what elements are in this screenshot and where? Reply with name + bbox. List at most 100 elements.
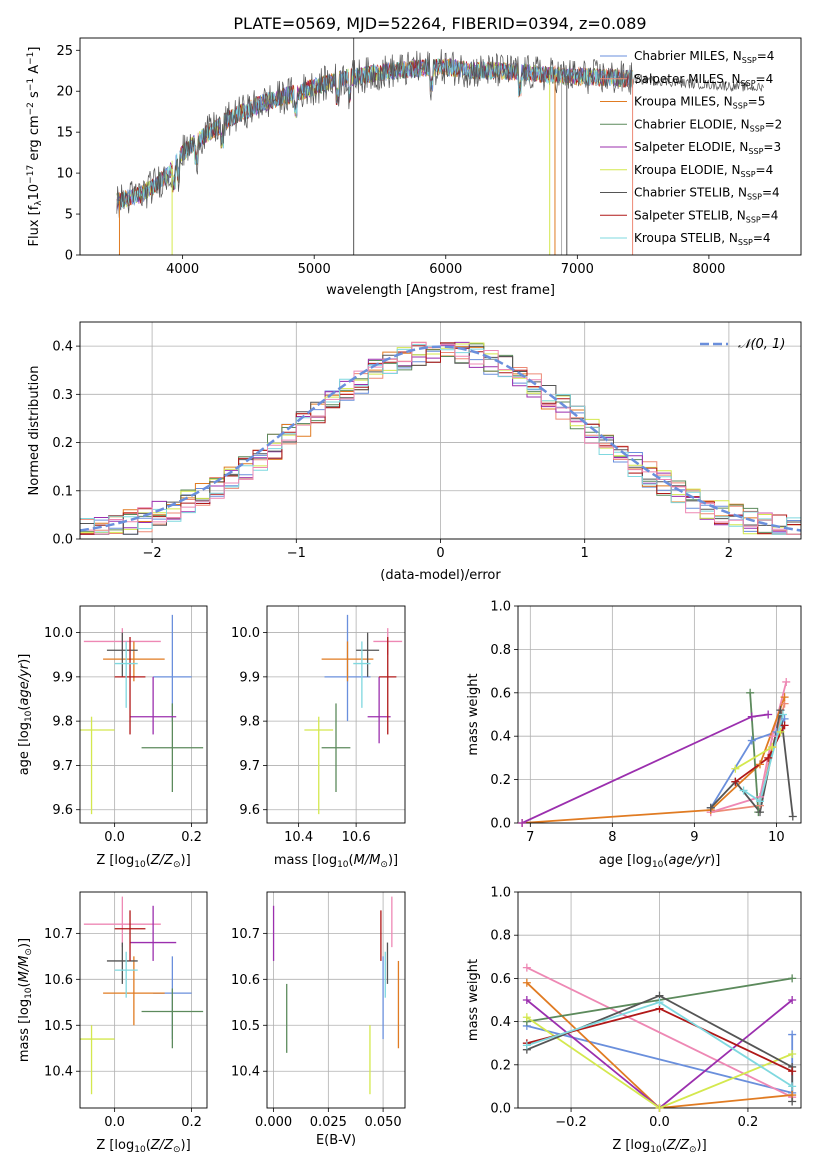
x-tick-label: 10.6 xyxy=(342,830,371,845)
axes-frame xyxy=(79,891,208,1109)
age-vs-mass-panel: 10.4 10.6 9.6 9.7 9.8 9.9 10.0 mass [log10(M/M⊙… xyxy=(231,605,406,870)
spectrum-line xyxy=(116,49,764,218)
x-tick-label: 10.4 xyxy=(284,830,313,845)
y-axis-label: Flux [fλ10−17 erg cm−2 s−1 A−1] xyxy=(26,47,44,247)
plus-marker xyxy=(764,753,773,762)
y-tick-label: 10.7 xyxy=(231,927,260,942)
axes-frame xyxy=(79,37,802,256)
y-tick-label: 9.6 xyxy=(52,803,73,818)
plus-marker xyxy=(739,786,748,795)
y-tick-label: 9.8 xyxy=(239,715,260,730)
y-axis-label: mass [log10(M/M⊙)] xyxy=(17,938,34,1062)
plus-marker xyxy=(778,710,787,719)
plus-marker xyxy=(788,996,797,1004)
y-tick-label: 0.6 xyxy=(490,686,511,701)
legend-label: Kroupa ELODIE, NSSP=4 xyxy=(634,163,773,179)
y-tick-label: 10.4 xyxy=(231,1065,260,1080)
normal-reference-curve xyxy=(80,345,801,532)
mass-weight-line xyxy=(522,696,786,823)
y-tick-label: 9.9 xyxy=(239,670,260,685)
spectrum-legend: Chabrier MILES, NSSP=4 Salpeter MILES, NS… xyxy=(600,49,782,247)
x-axis-label: Z [log10(Z/Z⊙)] xyxy=(612,1138,706,1155)
mass-vs-metallicity-panel: 0.0 0.2 10.4 10.5 10.6 10.7 Z [log10(Z/Z⊙)] mas… xyxy=(17,891,208,1155)
mass-weight-line xyxy=(710,681,788,813)
x-tick-label: 4000 xyxy=(166,262,199,277)
y-tick-label: 0.8 xyxy=(490,643,511,658)
x-tick-label: −1 xyxy=(287,546,306,561)
x-tick-label: 10 xyxy=(768,830,785,845)
x-tick-label: 0.025 xyxy=(310,1115,347,1130)
x-tick-label: 0.2 xyxy=(181,1115,202,1130)
spectrum-panel: 4000 5000 6000 7000 8000 0 5 10 15 20 25 Chabrier M… xyxy=(26,37,802,298)
y-tick-label: 10.0 xyxy=(231,626,260,641)
mass-weight-vs-age-panel: 7 8 9 10 0.0 0.2 0.4 0.6 0.8 1.0 age [log10(age/yr… xyxy=(466,600,802,870)
y-tick-label: 1.0 xyxy=(490,600,511,615)
y-tick-label: 0.2 xyxy=(490,773,511,788)
y-tick-label: 10 xyxy=(56,167,73,182)
plus-marker xyxy=(706,803,715,812)
legend-label: Kroupa MILES, NSSP=5 xyxy=(634,95,765,111)
mass-vs-ebv-panel: 0.000 0.025 0.050 10.4 10.5 10.6 10.7 E(B-V) xyxy=(231,891,406,1148)
plus-marker xyxy=(755,760,764,769)
y-tick-label: 0 xyxy=(65,249,73,264)
x-tick-label: 6000 xyxy=(429,262,462,277)
legend-label: Chabrier ELODIE, NSSP=2 xyxy=(634,117,782,133)
plus-marker xyxy=(522,963,531,972)
x-axis-label: mass [log10(M/M⊙)] xyxy=(274,853,398,870)
x-tick-label: 7000 xyxy=(561,262,594,277)
x-tick-label: 9 xyxy=(690,830,698,845)
x-tick-label: 8000 xyxy=(692,262,725,277)
y-tick-label: 10.6 xyxy=(44,973,73,988)
plus-marker xyxy=(655,998,664,1007)
plus-marker xyxy=(755,797,764,806)
axes-frame xyxy=(79,605,208,824)
legend-label: Chabrier STELIB, NSSP=4 xyxy=(634,186,780,202)
x-axis-label: (data-model)/error xyxy=(380,568,501,583)
grid-lines xyxy=(267,892,405,1108)
plot-area xyxy=(80,896,204,1095)
x-tick-label: 5000 xyxy=(298,262,331,277)
plot-area xyxy=(304,614,403,815)
x-tick-label: 8 xyxy=(608,830,616,845)
y-tick-label: 9.7 xyxy=(52,759,73,774)
y-tick-label: 20 xyxy=(56,85,73,100)
y-tick-label: 15 xyxy=(56,126,73,141)
x-tick-label: 7 xyxy=(526,830,534,845)
x-tick-label: −0.2 xyxy=(555,1115,587,1130)
plus-marker xyxy=(782,677,791,686)
x-tick-label: 0.000 xyxy=(255,1115,292,1130)
x-tick-label: 0.2 xyxy=(738,1115,759,1130)
mass-weight-line xyxy=(526,982,793,1108)
plot-area xyxy=(80,614,204,815)
y-tick-label: 9.7 xyxy=(239,759,260,774)
plus-marker xyxy=(518,819,527,827)
plot-area xyxy=(80,341,801,539)
y-tick-label: 0.0 xyxy=(52,533,73,548)
y-tick-label: 0.0 xyxy=(490,1102,511,1117)
plus-marker xyxy=(731,777,740,786)
x-tick-label: 1 xyxy=(581,546,589,561)
y-tick-label: 0.2 xyxy=(52,436,73,451)
legend-label: Salpeter MILES, NSSP=4 xyxy=(634,72,773,88)
plus-marker xyxy=(522,1041,531,1050)
plus-marker xyxy=(788,1097,797,1106)
y-tick-label: 9.6 xyxy=(239,803,260,818)
plus-marker xyxy=(788,1050,797,1058)
spectrum-line xyxy=(116,58,633,210)
x-axis-label: Z [log10(Z/Z⊙)] xyxy=(96,853,190,870)
grid-lines xyxy=(518,605,801,824)
y-axis-label: age [log10(age/yr)] xyxy=(17,654,34,776)
y-tick-label: 1.0 xyxy=(490,886,511,901)
y-tick-label: 0.3 xyxy=(52,388,73,403)
x-axis-label: wavelength [Angstrom, rest frame] xyxy=(326,283,555,298)
plus-marker xyxy=(768,732,777,741)
plus-marker xyxy=(768,743,777,752)
plus-marker xyxy=(746,688,755,697)
mass-weight-line xyxy=(749,692,760,813)
x-tick-label: 0.0 xyxy=(104,830,125,845)
x-tick-label: −2 xyxy=(143,546,162,561)
y-tick-label: 0.0 xyxy=(490,817,511,832)
mass-weight-line xyxy=(526,966,793,1099)
y-tick-label: 0.1 xyxy=(52,484,73,499)
